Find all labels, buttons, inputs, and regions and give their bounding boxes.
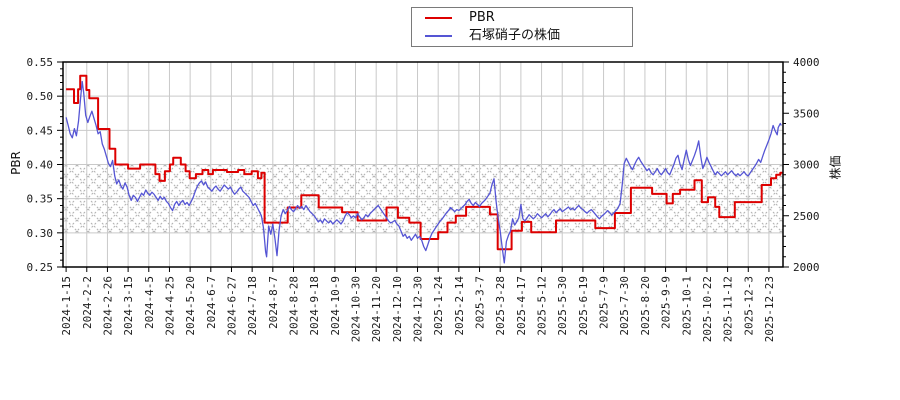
x-axis-date-label: 2024-11-20 bbox=[370, 276, 383, 342]
x-axis-date-label: 2025-5-12 bbox=[536, 276, 549, 336]
x-axis-date-label: 2024-4-25 bbox=[163, 276, 176, 336]
x-axis-date-label: 2024-7-18 bbox=[246, 276, 259, 336]
x-axis-date-label: 2025-2-14 bbox=[453, 276, 466, 336]
stock-price-line-sample-icon bbox=[425, 35, 452, 37]
pbr-line-sample-icon bbox=[425, 17, 452, 19]
x-axis-date-label: 2024-5-20 bbox=[184, 276, 197, 336]
legend-entry-pbr: PBR bbox=[425, 10, 632, 26]
x-axis-date-label: 2024-10-9 bbox=[329, 276, 342, 336]
x-axis-date-label: 2024-4-5 bbox=[143, 276, 156, 329]
x-axis-date-label: 2025-6-19 bbox=[577, 276, 590, 336]
x-axis-date-label: 2024-2-2 bbox=[81, 276, 94, 329]
x-axis-date-label: 2025-8-20 bbox=[639, 276, 652, 336]
y-axis-title-left: PBR bbox=[9, 151, 23, 175]
y-left-tick-label: 0.30 bbox=[27, 227, 54, 240]
x-axis-date-label: 2024-10-30 bbox=[350, 276, 363, 342]
y-right-tick-label: 3500 bbox=[793, 107, 820, 120]
y-left-tick-label: 0.50 bbox=[27, 90, 54, 103]
x-axis-date-label: 2024-6-7 bbox=[205, 276, 218, 329]
y-right-tick-label: 3000 bbox=[793, 159, 820, 172]
x-axis-date-label: 2025-3-7 bbox=[474, 276, 487, 329]
x-axis-date-label: 2024-12-30 bbox=[412, 276, 425, 342]
y-right-tick-label: 2500 bbox=[793, 210, 820, 223]
x-axis-date-label: 2025-5-30 bbox=[556, 276, 569, 336]
x-axis-date-label: 2025-10-22 bbox=[701, 276, 714, 342]
legend-entry-stock-price: 石塚硝子の株価 bbox=[425, 28, 632, 44]
y-left-tick-label: 0.45 bbox=[27, 124, 54, 137]
y-left-tick-label: 0.40 bbox=[27, 159, 54, 172]
y-left-tick-label: 0.35 bbox=[27, 193, 54, 206]
y-axis-title-right: 株価 bbox=[828, 155, 843, 180]
x-axis-date-label: 2025-9-9 bbox=[660, 276, 673, 329]
x-axis-date-label: 2024-8-7 bbox=[267, 276, 280, 329]
x-axis-date-label: 2025-3-28 bbox=[494, 276, 507, 336]
y-right-tick-label: 2000 bbox=[793, 261, 820, 274]
x-axis-date-label: 2024-9-18 bbox=[308, 276, 321, 336]
x-axis-date-label: 2025-11-12 bbox=[722, 276, 735, 342]
legend: PBR 石塚硝子の株価 bbox=[411, 7, 633, 47]
x-axis-date-label: 2025-7-9 bbox=[598, 276, 611, 329]
legend-label-stock-price: 石塚硝子の株価 bbox=[469, 28, 561, 43]
x-axis-date-label: 2025-7-30 bbox=[618, 276, 631, 336]
x-axis-date-label: 2025-1-24 bbox=[432, 276, 445, 336]
x-axis-date-label: 2024-1-15 bbox=[60, 276, 73, 336]
x-axis-date-label: 2024-6-27 bbox=[225, 276, 238, 336]
x-axis-date-label: 2025-12-3 bbox=[742, 276, 755, 336]
pbr-series-line bbox=[66, 74, 783, 251]
x-axis-date-label: 2024-8-28 bbox=[287, 276, 300, 336]
stock-price-series-line bbox=[65, 80, 782, 264]
legend-label-pbr: PBR bbox=[469, 10, 495, 25]
y-right-tick-label: 4000 bbox=[793, 56, 820, 69]
x-axis-date-label: 2024-12-10 bbox=[391, 276, 404, 342]
y-left-tick-label: 0.55 bbox=[27, 56, 54, 69]
x-axis-date-label: 2024-2-26 bbox=[101, 276, 114, 336]
x-axis-date-label: 2024-3-15 bbox=[122, 276, 135, 336]
y-left-tick-label: 0.25 bbox=[27, 261, 54, 274]
series-group bbox=[65, 74, 783, 264]
x-axis-date-label: 2025-10-1 bbox=[680, 276, 693, 336]
x-axis-date-label: 2025-4-17 bbox=[515, 276, 528, 336]
x-axis-date-label: 2025-12-23 bbox=[763, 276, 776, 342]
